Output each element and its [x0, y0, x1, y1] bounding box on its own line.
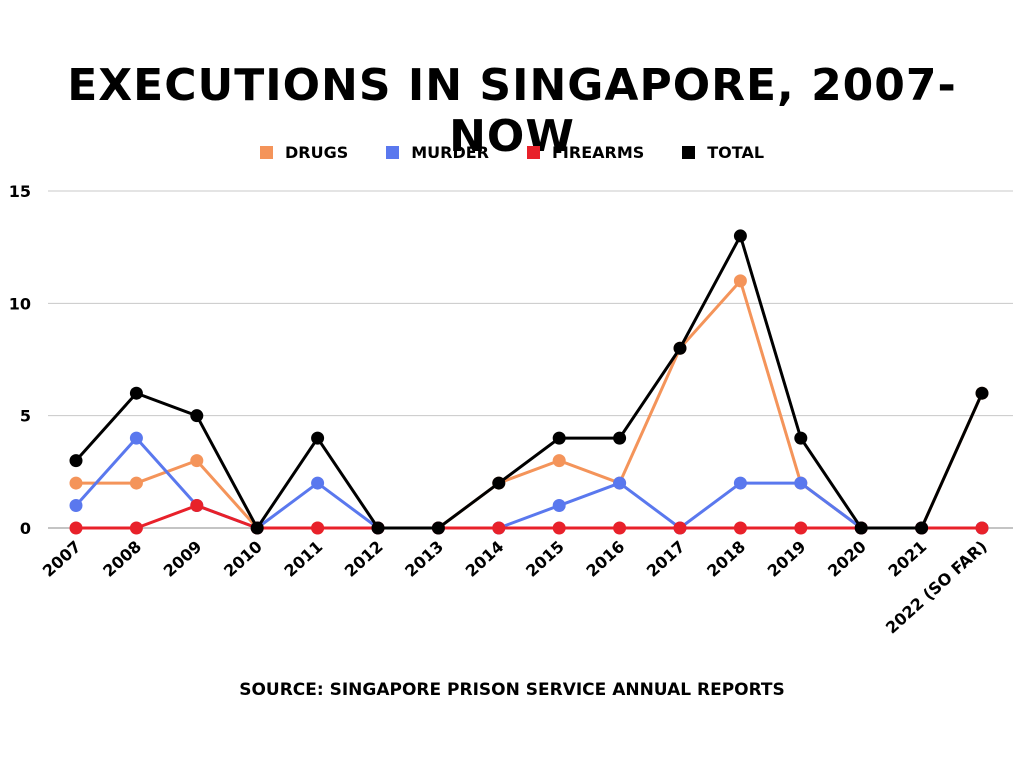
x-tick-label-2018: 2018	[703, 537, 749, 581]
data-point-firearms-2014	[492, 521, 506, 535]
data-point-murder-2015	[552, 499, 566, 513]
legend-label-drugs: DRUGS	[284, 143, 349, 162]
x-tick-label-2019: 2019	[764, 537, 810, 581]
x-tick-label-2015: 2015	[522, 537, 568, 581]
data-point-drugs-2007	[69, 476, 83, 490]
legend-swatch-total	[682, 146, 696, 159]
x-tick-label-2020: 2020	[824, 537, 870, 581]
data-point-murder-2011	[311, 476, 325, 490]
data-point-firearms-2019	[794, 521, 808, 535]
data-point-drugs-2009	[190, 454, 204, 468]
data-point-murder-2019	[794, 476, 808, 490]
x-tick-label-2008: 2008	[99, 537, 145, 581]
data-point-drugs-2015	[552, 454, 566, 468]
data-point-total-2016	[613, 431, 627, 445]
legend-item-murder: MURDER	[386, 143, 489, 162]
data-point-total-2022	[975, 386, 989, 400]
x-tick-label-2012: 2012	[341, 537, 387, 581]
data-point-murder-2008	[129, 431, 143, 445]
y-tick-label-0: 0	[20, 519, 31, 538]
x-tick-label-2021: 2021	[884, 537, 930, 581]
data-point-total-2008	[129, 386, 143, 400]
data-point-total-2017	[673, 341, 687, 355]
x-tick-label-2009: 2009	[160, 537, 206, 581]
data-point-total-2020	[854, 521, 868, 535]
data-point-total-2011	[311, 431, 325, 445]
data-point-total-2014	[492, 476, 506, 490]
data-point-murder-2016	[613, 476, 627, 490]
legend-label-firearms: FIREARMS	[551, 143, 645, 162]
data-point-total-2018	[733, 229, 747, 243]
data-point-firearms-2022	[975, 521, 989, 535]
y-tick-label-10: 10	[9, 294, 31, 313]
data-point-firearms-2009	[190, 499, 204, 513]
data-point-murder-2007	[69, 499, 83, 513]
legend-swatch-murder	[386, 146, 400, 159]
x-tick-label-2017: 2017	[643, 537, 689, 581]
data-point-total-2019	[794, 431, 808, 445]
data-point-total-2007	[69, 454, 83, 468]
y-tick-label-5: 5	[20, 407, 31, 426]
chart-title: EXECUTIONS IN SINGAPORE, 2007- NOW	[67, 60, 957, 162]
data-point-firearms-2018	[733, 521, 747, 535]
legend-item-total: TOTAL	[682, 143, 764, 162]
data-point-firearms-2007	[69, 521, 83, 535]
data-point-total-2012	[371, 521, 385, 535]
data-point-firearms-2015	[552, 521, 566, 535]
data-point-drugs-2008	[129, 476, 143, 490]
data-point-total-2015	[552, 431, 566, 445]
x-tick-label-2011: 2011	[280, 537, 326, 581]
x-tick-label-2010: 2010	[220, 537, 266, 581]
x-tick-label-2022-so-far-: 2022 (SO FAR)	[882, 537, 991, 638]
legend-label-total: TOTAL	[707, 143, 765, 162]
x-tick-label-2016: 2016	[582, 537, 628, 581]
data-point-firearms-2016	[613, 521, 627, 535]
y-tick-label-15: 15	[9, 182, 31, 201]
legend-label-murder: MURDER	[411, 143, 489, 162]
series-line-total	[74, 232, 984, 531]
series-line-drugs	[74, 277, 984, 530]
x-tick-label-2007: 2007	[39, 537, 85, 581]
legend-swatch-drugs	[259, 146, 273, 159]
series-line-firearms	[74, 503, 984, 530]
series-line-murder	[74, 435, 984, 530]
legend: DRUGS MURDER FIREARMS TOTAL	[0, 143, 1024, 162]
legend-item-drugs: DRUGS	[259, 143, 349, 162]
data-point-total-2009	[190, 409, 204, 423]
x-tick-label-2014: 2014	[462, 537, 508, 581]
data-point-total-2013	[431, 521, 445, 535]
legend-swatch-firearms	[526, 146, 540, 159]
source-note: SOURCE: SINGAPORE PRISON SERVICE ANNUAL …	[239, 680, 785, 700]
data-point-murder-2018	[733, 476, 747, 490]
data-point-total-2021	[915, 521, 929, 535]
data-point-firearms-2008	[129, 521, 143, 535]
data-point-firearms-2011	[311, 521, 325, 535]
data-point-total-2010	[250, 521, 264, 535]
data-point-firearms-2017	[673, 521, 687, 535]
data-point-drugs-2018	[733, 274, 747, 288]
legend-item-firearms: FIREARMS	[526, 143, 645, 162]
x-tick-label-2013: 2013	[401, 537, 447, 581]
